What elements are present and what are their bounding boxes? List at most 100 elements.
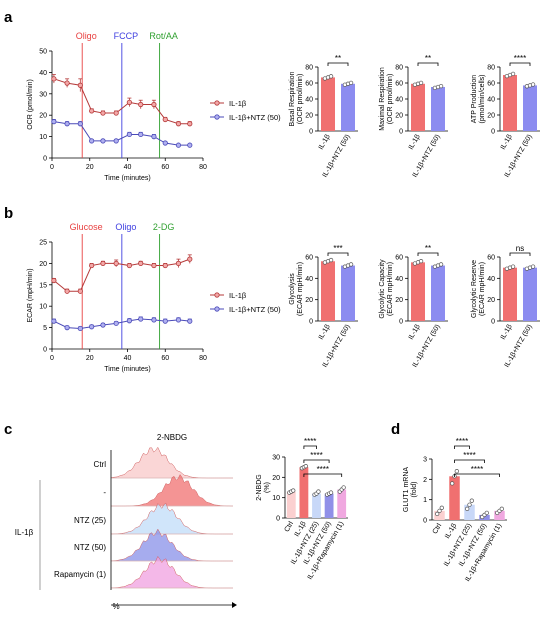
b-reserve-bar	[503, 267, 517, 321]
d-bar-data-point	[437, 508, 442, 514]
c-bar-sig-bracket	[303, 445, 317, 449]
c-bar-data-point	[328, 490, 334, 495]
a-maximal-bar	[411, 83, 425, 131]
a-ocr-point	[100, 138, 106, 144]
a-ocr-point	[89, 108, 95, 114]
a-atp-ytick-label: 40	[487, 97, 495, 104]
c-bar-bar	[299, 467, 309, 518]
b-ecar-point	[187, 318, 193, 324]
a-maximal-category-label: IL-1β	[408, 134, 422, 151]
c-hist-title: 2-NBDG	[157, 433, 187, 442]
a-ocr-point	[77, 121, 83, 127]
panel-letter-d: d	[391, 421, 400, 438]
c-bar-ylabel: 2-NBDG	[256, 474, 263, 500]
c-hist-row-label: NTZ (50)	[74, 543, 106, 552]
c-bar-sig-bracket	[303, 473, 343, 477]
b-glycolysis-ytick-label: 60	[305, 255, 313, 262]
d-bar-data-point	[469, 498, 474, 503]
a-ocr-point	[77, 82, 83, 88]
a-ocr-point	[187, 121, 193, 127]
a-ocr-xtick-label: 20	[86, 164, 94, 171]
a-ocr-xtick-label: 60	[161, 164, 169, 171]
d-bar-bar	[494, 510, 505, 520]
c-bar-ytick-label: 0	[276, 516, 280, 523]
b-glycolysis-ylabel: Glycolysis	[289, 273, 296, 305]
a-ocr-injection-label: FCCP	[114, 31, 139, 41]
b-reserve-ytick-label: 0	[491, 319, 495, 326]
b-glycolysis-bar	[321, 261, 335, 321]
d-bar-data-point	[467, 502, 472, 507]
a-ocr-legend-label: IL-1β+NTZ (50)	[229, 113, 281, 122]
a-ocr-point	[64, 80, 70, 86]
b-capacity-bar	[431, 265, 445, 321]
a-maximal-data-point	[438, 83, 444, 89]
b-ecar-point	[89, 324, 95, 330]
a-ocr-ytick-label: 10	[39, 134, 47, 141]
a-ocr-point	[175, 121, 182, 127]
d-bar-sig-label: ****	[463, 451, 475, 460]
b-ecar-chart: 0 5 10 15 20 25 0 20 40 60 80 Time (minutes) ECAR (m…	[27, 222, 281, 373]
d-bar-bar	[434, 510, 445, 520]
b-capacity-ytick-label: 40	[395, 276, 403, 283]
c-hist-curve	[110, 446, 233, 479]
b-ecar-xtick-label: 60	[161, 355, 169, 362]
c-bar-data-point	[316, 489, 321, 494]
a-basal-category-label: IL-1β	[318, 134, 332, 151]
d-bar-sig-label: ****	[456, 437, 468, 446]
d-bar-data-point	[450, 481, 455, 486]
b-glycolysis-ytick-label: 20	[305, 297, 313, 304]
a-atp-data-point	[510, 71, 516, 77]
b-glycolysis-ytick-label: 40	[305, 276, 313, 283]
b-ecar-point	[126, 318, 132, 324]
a-basal-ytick-label: 0	[309, 129, 313, 136]
a-ocr-legend-marker	[214, 100, 220, 106]
b-capacity-sig-bracket	[417, 252, 439, 256]
a-ocr-ytick-label: 40	[39, 70, 47, 77]
b-glycolysis-sig-label: ***	[333, 244, 342, 253]
a-ocr-point	[162, 116, 168, 123]
c-hist-row-label: -	[103, 488, 106, 497]
b-ecar-point	[77, 325, 83, 332]
a-maximal-data-point	[418, 80, 424, 86]
b-ecar-point	[138, 316, 144, 322]
a-ocr-point	[138, 101, 144, 108]
b-glycolysis-data-point	[328, 257, 334, 263]
c-bar-bar	[312, 493, 321, 518]
b-capacity-ytick-label: 0	[399, 319, 403, 326]
c-hist-row-label: Ctrl	[94, 460, 107, 469]
d-bar-bar	[479, 514, 490, 520]
b-capacity-ytick-label: 20	[395, 297, 403, 304]
b-ecar-legend-marker	[214, 292, 220, 298]
b-glycolysis-ytick-label: 0	[309, 319, 313, 326]
a-maximal-bar	[431, 87, 445, 131]
a-basal-ytick-label: 20	[305, 113, 313, 120]
a-ocr-point	[151, 101, 157, 108]
b-capacity-data-point	[438, 262, 444, 267]
c-bar-ylabel-unit: (%)	[264, 482, 271, 493]
b-ecar-ylabel: ECAR (mpH/min)	[27, 268, 34, 322]
d-bar-category-label: Ctrl	[432, 522, 444, 535]
b-capacity-category-label: IL-1β	[408, 324, 422, 341]
b-ecar-point	[51, 277, 57, 284]
b-ecar-point	[64, 288, 70, 294]
a-basal-ylabel: Basal Respiration	[289, 71, 296, 126]
d-bar-category-label: IL-1β	[444, 523, 458, 540]
b-ecar-ytick-label: 10	[39, 304, 47, 311]
a-atp-ytick-label: 0	[491, 129, 495, 136]
a-ocr-ytick-label: 50	[39, 49, 47, 56]
a-atp-ylabel: ATP Production	[471, 75, 478, 123]
c-hist-arrowhead	[232, 602, 237, 608]
b-ecar-point	[77, 288, 83, 294]
a-ocr-point	[151, 134, 157, 140]
d-bar-sig-bracket	[454, 473, 500, 477]
panel-letter-c: c	[4, 421, 12, 438]
a-ocr-point	[89, 138, 95, 144]
a-ocr-point	[126, 99, 132, 105]
a-atp-ylabel-unit: (pmol/min/cells)	[479, 74, 486, 123]
a-atp-data-point	[530, 82, 536, 87]
